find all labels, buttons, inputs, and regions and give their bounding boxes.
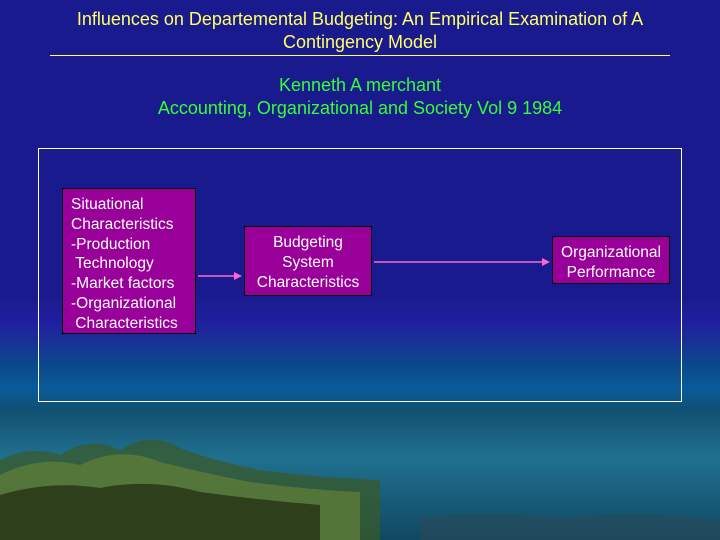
arrow bbox=[198, 270, 242, 282]
node-organizational-performance: OrganizationalPerformance bbox=[552, 236, 670, 284]
subtitle-line-1: Kenneth A merchant bbox=[279, 75, 441, 95]
background-landscape bbox=[0, 400, 720, 540]
node-budgeting-system: BudgetingSystemCharacteristics bbox=[244, 226, 372, 296]
subtitle-line-2: Accounting, Organizational and Society V… bbox=[158, 98, 562, 118]
arrow bbox=[374, 256, 550, 268]
node-situational-characteristics: SituationalCharacteristics-Production Te… bbox=[62, 188, 196, 334]
slide-title: Influences on Departemental Budgeting: A… bbox=[50, 8, 670, 56]
slide-subtitle: Kenneth A merchant Accounting, Organizat… bbox=[0, 74, 720, 119]
